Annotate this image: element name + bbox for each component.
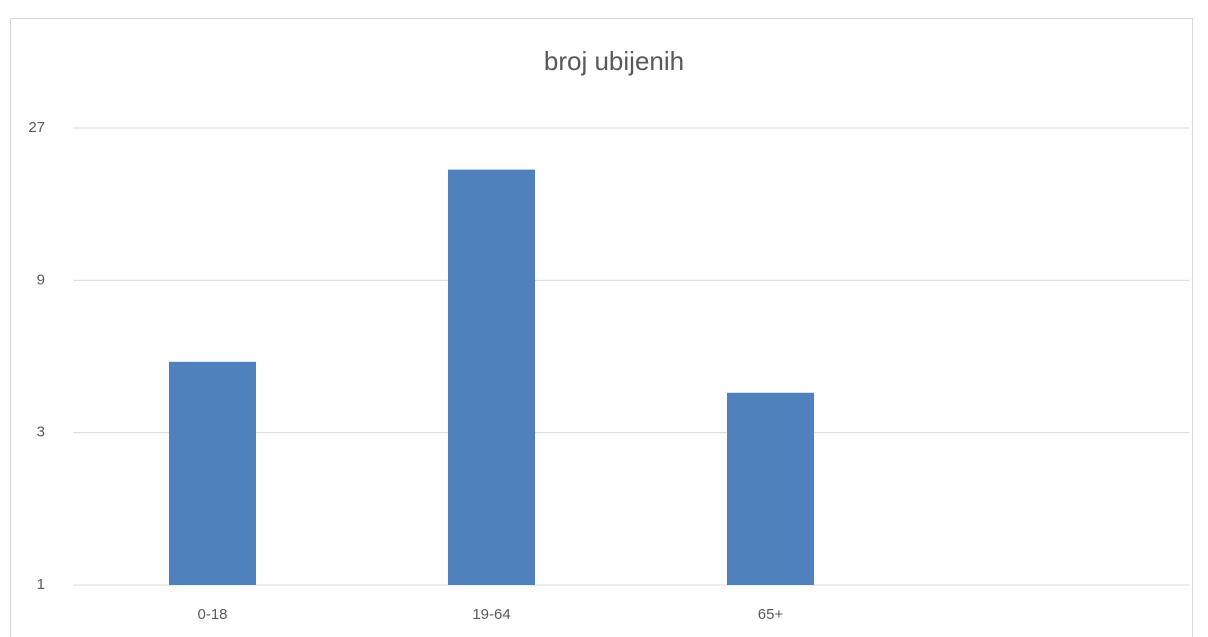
bar xyxy=(447,169,536,586)
bar xyxy=(168,361,257,585)
y-tick-label: 1 xyxy=(37,576,45,593)
x-tick-label: 19-64 xyxy=(472,606,510,623)
y-tick-label: 9 xyxy=(37,271,45,288)
y-tick-label: 3 xyxy=(37,424,45,441)
x-tick-label: 65+ xyxy=(758,606,784,623)
bar xyxy=(726,392,815,585)
x-tick-label: 0-18 xyxy=(197,606,227,623)
chart-title: broj ubijenih xyxy=(544,46,684,76)
y-tick-label: 27 xyxy=(28,119,45,136)
chart-frame xyxy=(10,18,1193,637)
